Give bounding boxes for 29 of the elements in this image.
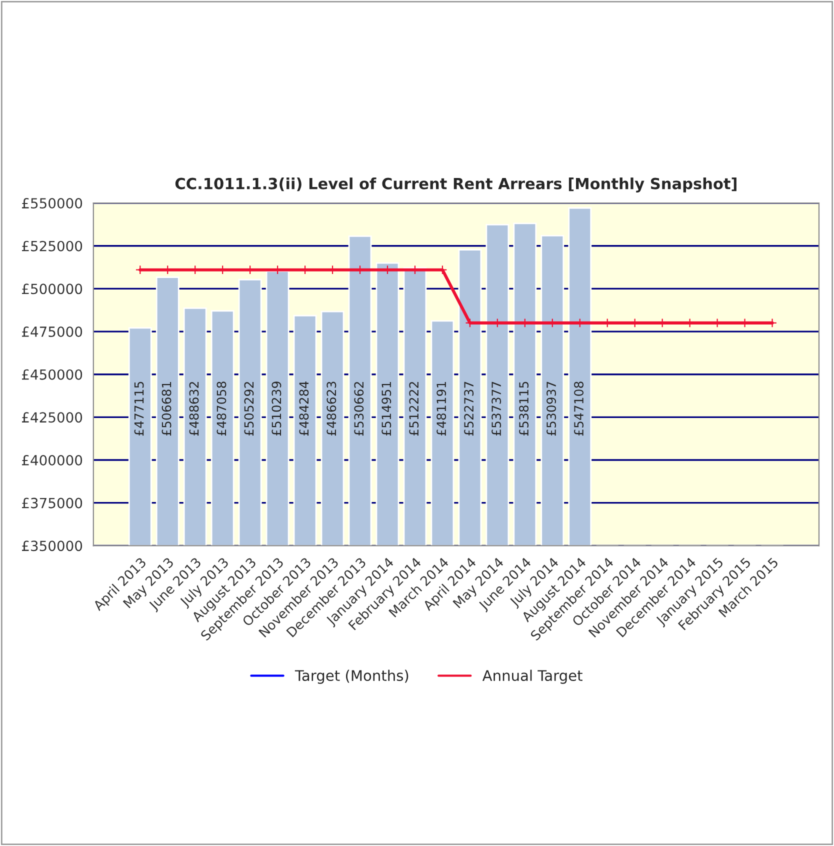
data-label: £530937	[546, 382, 556, 436]
data-label: £547108	[574, 382, 584, 436]
y-tick-label: £350000	[22, 540, 82, 552]
data-label: £488632	[189, 382, 199, 436]
data-label: £537377	[492, 382, 502, 436]
data-label: £514951	[382, 382, 392, 436]
y-tick-label: £525000	[22, 240, 82, 252]
y-tick-label: £450000	[22, 369, 82, 380]
y-tick-label: £500000	[22, 284, 82, 294]
y-tick-label: £425000	[22, 412, 82, 423]
data-label: £505292	[244, 382, 254, 436]
data-label: £530662	[354, 382, 364, 436]
data-label: £477115	[134, 382, 144, 436]
chart-title: CC.1011.1.3(ii) Level of Current Rent Arrears [Monthly Snapshot]	[175, 178, 736, 192]
legend-label: Target (Months)	[294, 670, 408, 684]
data-label: £510239	[272, 382, 282, 436]
y-tick-label: £400000	[22, 454, 82, 466]
legend-label: Annual Target	[482, 670, 582, 684]
data-label: £512222	[409, 382, 419, 436]
y-tick-label: £375000	[22, 498, 82, 508]
data-label: £487058	[216, 382, 226, 436]
y-tick-label: £550000	[22, 198, 82, 209]
data-label: £481191	[436, 382, 446, 436]
data-label: £522737	[464, 382, 474, 436]
data-label: £484284	[299, 381, 309, 436]
data-label: £486623	[326, 382, 336, 436]
data-label: £506681	[162, 382, 172, 436]
y-tick-label: £475000	[22, 326, 82, 337]
data-label: £538115	[519, 382, 529, 436]
